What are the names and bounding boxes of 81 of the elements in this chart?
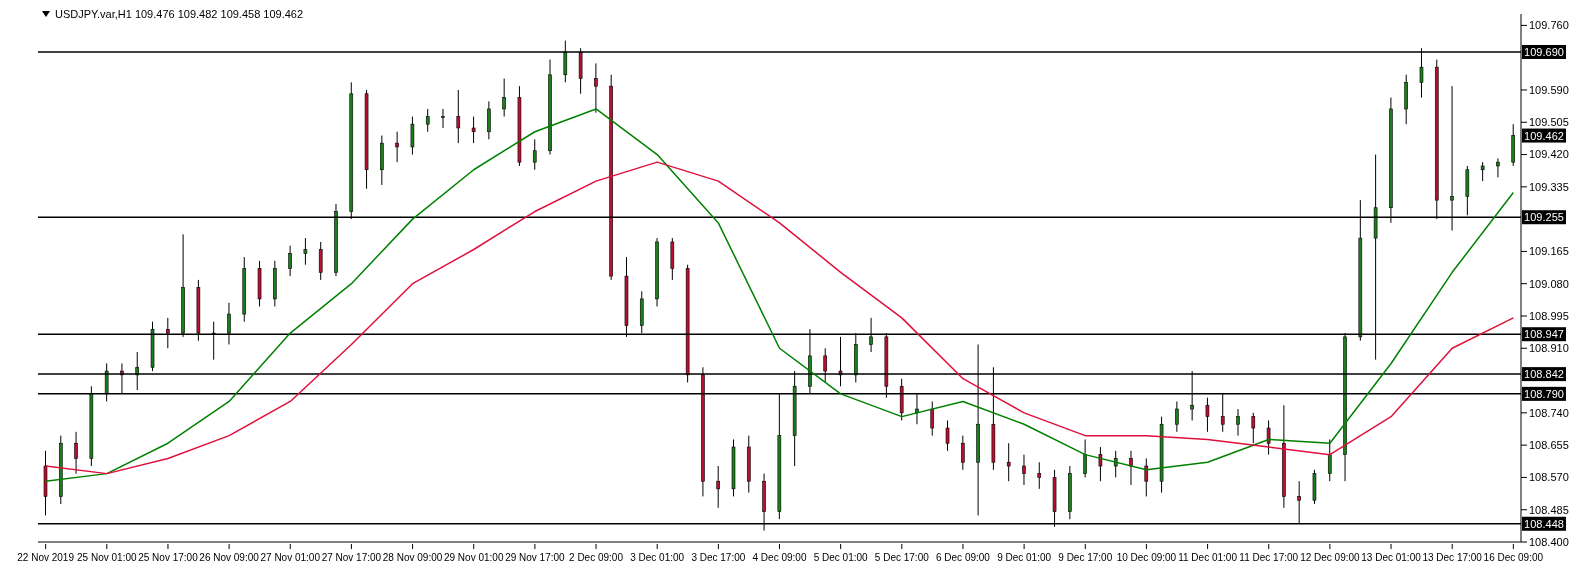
ref-line-label: 109.255 [1524,211,1564,224]
x-tick-label: 22 Nov 2019 [17,552,75,563]
candlestick [1037,461,1042,490]
candlestick [1022,454,1026,486]
candlestick [318,241,323,281]
candlestick [1113,450,1118,478]
x-tick-label: 26 Nov 09:00 [199,552,260,563]
x-tick-label: 25 Nov 17:00 [138,552,199,563]
candlestick [487,100,491,140]
candlestick [716,465,720,509]
y-tick-label: 108.995 [1529,309,1569,322]
candlestick [1327,438,1332,482]
y-tick-label: 109.335 [1529,180,1569,193]
candlestick [288,245,292,277]
ref-line-label: 108.842 [1524,368,1564,381]
x-tick-label: 11 Dec 17:00 [1239,552,1299,563]
x-tick-label: 11 Dec 01:00 [1178,552,1238,563]
candlestick [1129,450,1133,486]
x-tick-label: 27 Nov 01:00 [260,552,321,563]
candlestick [74,431,78,475]
x-tick-label: 25 Nov 01:00 [77,552,137,563]
y-tick-label: 109.420 [1529,148,1569,161]
x-tick-label: 13 Dec 01:00 [1361,552,1422,563]
x-tick-label: 29 Nov 01:00 [443,552,504,563]
candlestick [1251,412,1256,444]
ref-line-label: 108.448 [1524,517,1564,530]
y-tick-label: 109.165 [1529,245,1569,258]
x-tick-label: 28 Nov 09:00 [382,552,443,563]
text: 109.462 [1524,129,1564,142]
x-tick-label: 3 Dec 17:00 [691,552,746,563]
x-tick-label: 3 Dec 01:00 [630,552,685,563]
y-tick-label: 109.590 [1529,83,1569,96]
x-tick-label: 5 Dec 17:00 [874,552,930,563]
y-tick-label: 109.080 [1529,277,1569,290]
candlestick [1205,397,1210,433]
candlestick [1006,442,1011,482]
y-tick-label: 108.655 [1529,439,1569,452]
candlestick [1144,457,1149,497]
x-tick-label: 27 Nov 17:00 [321,552,382,563]
ref-line-label: 109.690 [1524,45,1564,58]
candlestick [303,237,308,266]
candlestick [471,116,476,144]
candlestick [1480,161,1485,182]
candlestick [594,62,598,114]
candlestick [1266,419,1271,456]
candlestick [1083,438,1087,478]
candlestick [532,138,537,171]
y-tick-label: 109.505 [1529,116,1569,129]
x-tick-label: 12 Dec 09:00 [1300,552,1361,563]
x-tick-label: 10 Dec 09:00 [1116,552,1177,563]
y-tick-label: 108.740 [1529,406,1569,419]
y-tick-label: 108.570 [1529,471,1569,484]
candlestick [1236,408,1240,437]
chart-title: USDJPY.var,H1 109.476 109.482 109.458 109.462 [55,8,304,20]
x-tick-label: 4 Dec 09:00 [752,552,807,563]
ref-line-label: 108.790 [1524,387,1564,400]
candlestick [395,131,399,163]
candlestick [945,419,950,452]
x-tick-label: 29 Nov 17:00 [505,552,566,563]
y-tick-label: 108.400 [1529,535,1569,548]
x-tick-label: 16 Dec 09:00 [1483,552,1544,563]
candlestick [961,435,965,471]
candlestick [425,108,430,133]
candlestick [930,400,935,437]
ref-line-label: 108.947 [1524,328,1564,341]
candlestick [1098,446,1103,482]
candlestick [441,108,445,129]
y-tick-label: 109.760 [1529,19,1569,32]
y-tick-label: 108.910 [1529,342,1569,355]
x-tick-label: 9 Dec 01:00 [997,552,1052,563]
x-tick-label: 5 Dec 01:00 [813,552,869,563]
y-tick-label: 108.485 [1529,503,1569,516]
x-tick-label: 6 Dec 09:00 [936,552,991,563]
x-tick-label: 2 Dec 09:00 [569,552,624,563]
candlestick [410,116,415,156]
x-tick-label: 9 Dec 17:00 [1058,552,1113,563]
candlestick [1496,157,1500,178]
candlestick [502,78,506,118]
candlestick [456,89,461,144]
candlestick [1175,400,1179,433]
x-tick-label: 13 Dec 17:00 [1422,552,1483,563]
